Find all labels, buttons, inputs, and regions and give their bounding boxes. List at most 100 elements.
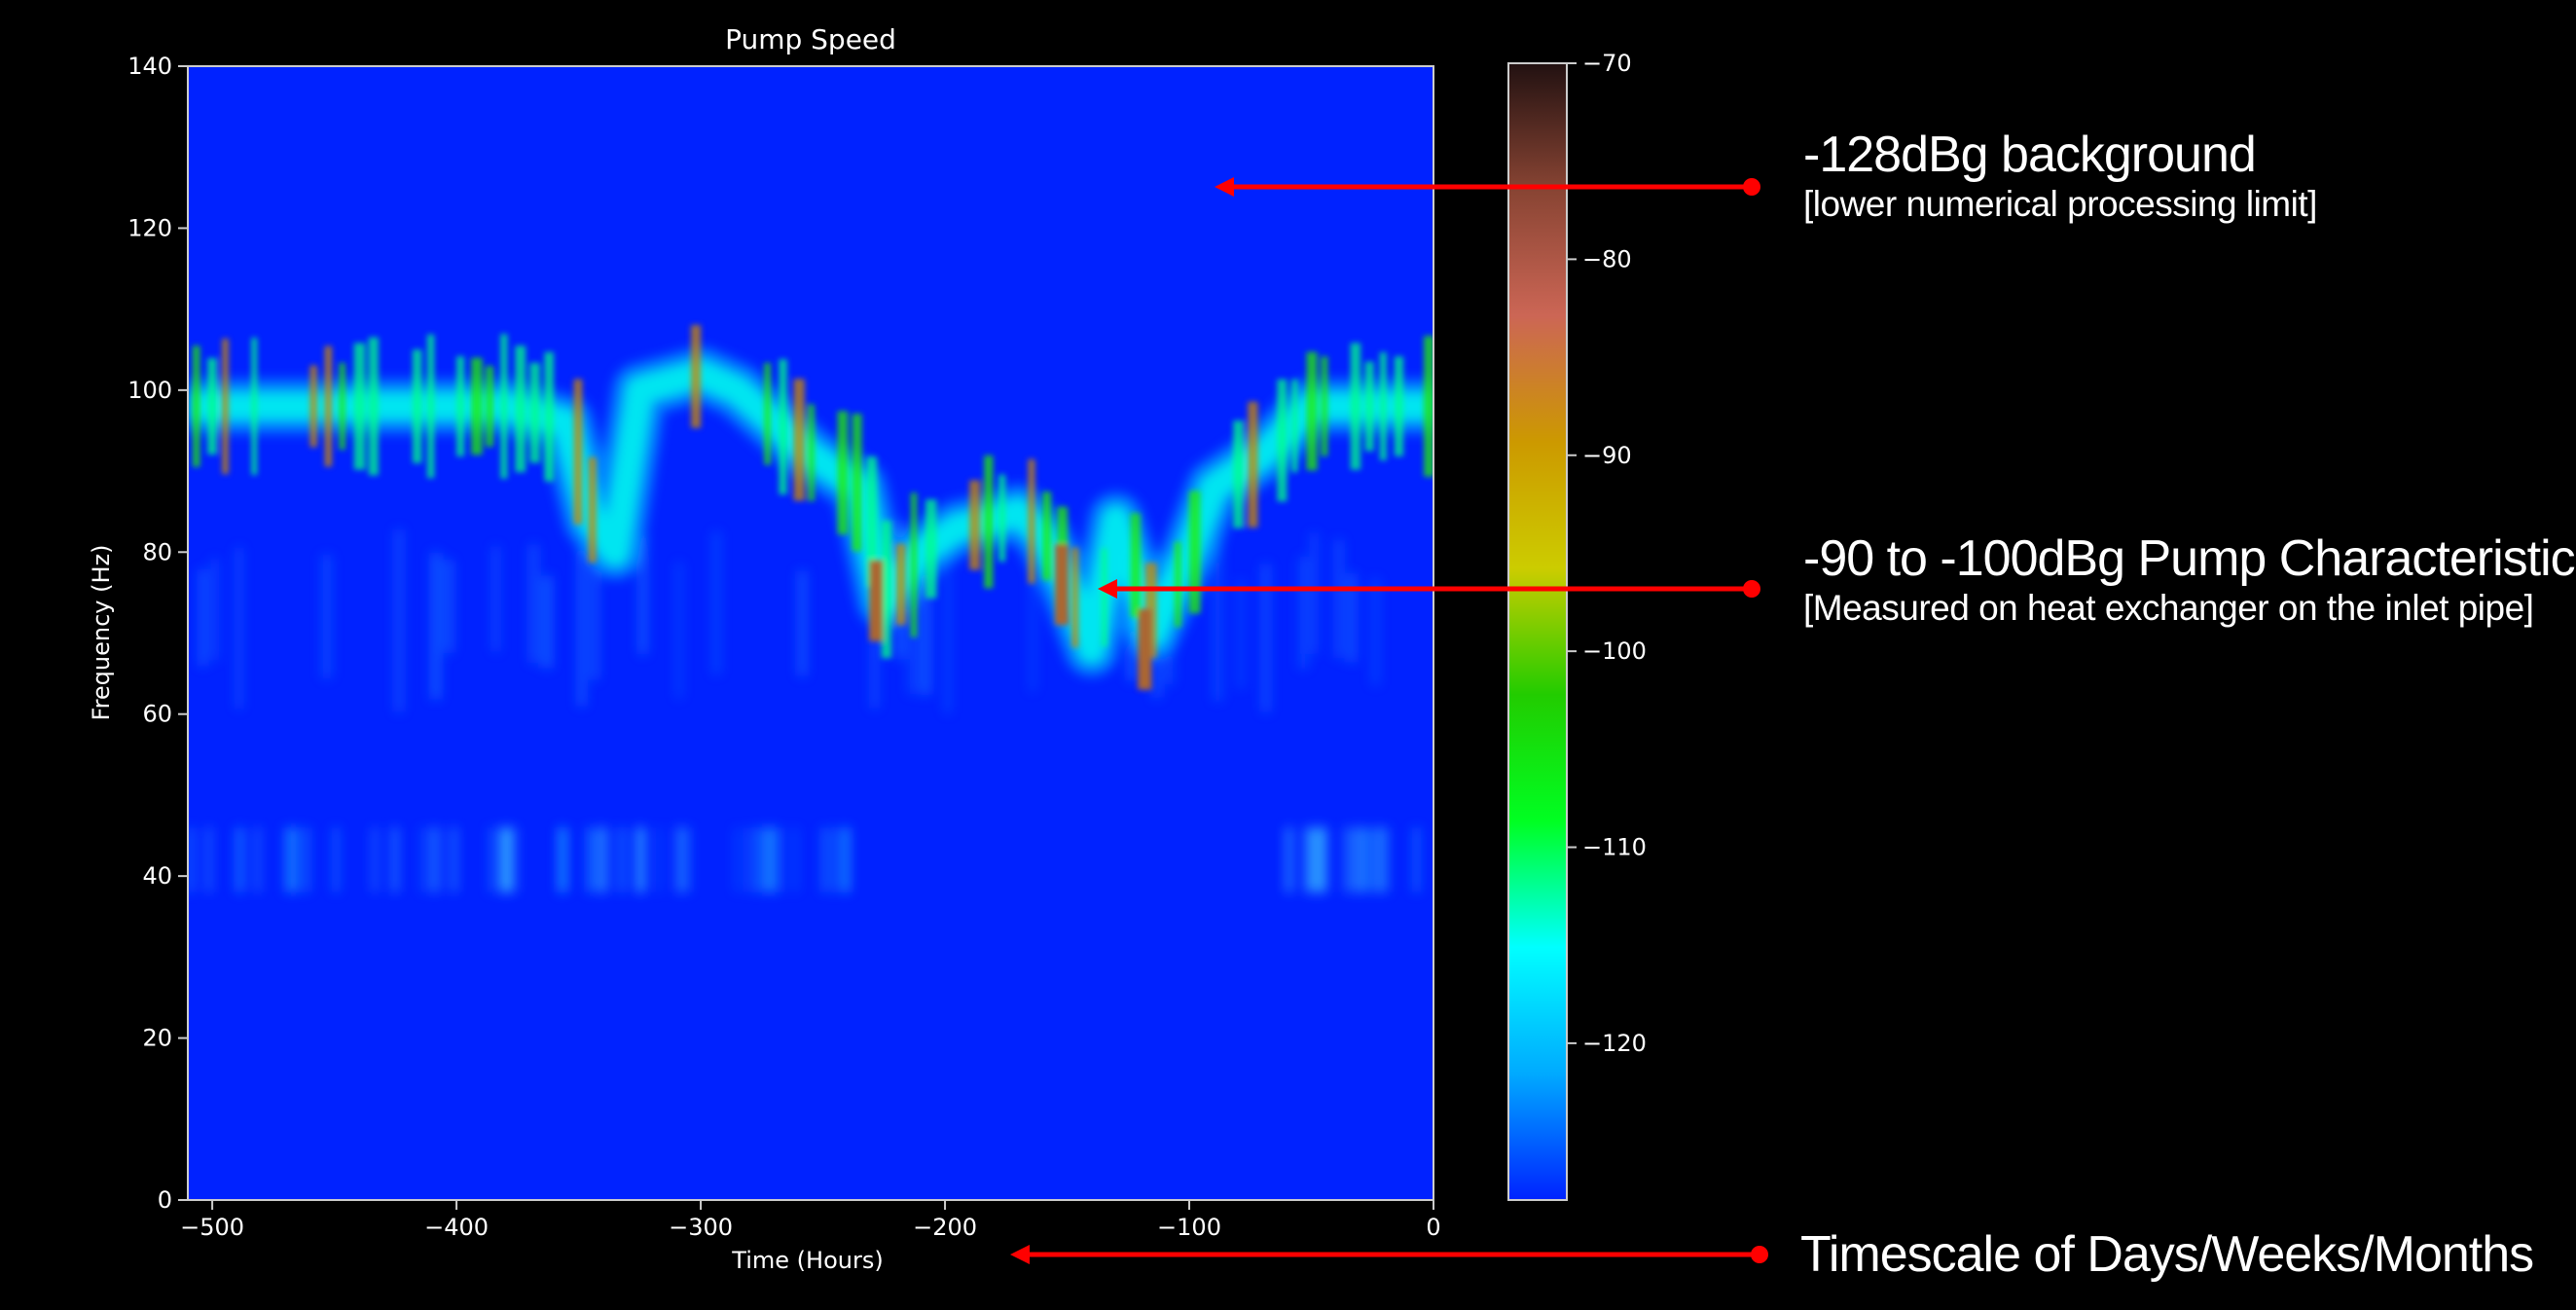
band-streak [686, 827, 689, 892]
track-cell [881, 520, 892, 659]
faint-streak [1238, 580, 1244, 689]
band-streak [656, 827, 660, 892]
band-streak [431, 827, 439, 892]
annotation-background-title: -128dBg background [1803, 127, 2257, 183]
plot-area [188, 66, 1433, 1200]
x-tick-label: −100 [1157, 1214, 1221, 1241]
band-streak [490, 827, 494, 892]
colorbar [1507, 62, 1568, 1201]
band-streak [617, 827, 627, 892]
track-cell [852, 414, 862, 552]
track-cell [779, 359, 787, 495]
faint-streak [212, 559, 218, 661]
track-cell [339, 362, 345, 451]
track-cell [808, 404, 815, 502]
band-streak [1364, 827, 1372, 892]
band-streak [735, 827, 739, 892]
faint-streak [1030, 578, 1035, 692]
y-tick-label: 40 [142, 862, 172, 890]
band-streak [754, 827, 759, 892]
faint-streak [529, 544, 538, 664]
hot-spot [1054, 543, 1069, 626]
y-tick-label: 60 [142, 701, 172, 728]
band-streak [421, 827, 425, 892]
track-cell [251, 337, 258, 476]
x-tick-label: −400 [424, 1214, 489, 1241]
track-cell [910, 492, 918, 637]
band-streak [636, 827, 644, 892]
track-cell [529, 362, 540, 463]
band-streak [1355, 827, 1363, 892]
band-streak [207, 827, 211, 892]
arrow-pump-characteristic [1098, 579, 1760, 599]
y-axis-label: Frequency (Hz) [88, 545, 115, 721]
band-streak [744, 827, 748, 892]
track-cell [324, 346, 333, 467]
band-streak [842, 827, 850, 892]
faint-streak [1262, 564, 1270, 712]
track-cell [1028, 458, 1035, 584]
y-tick-label: 140 [127, 53, 172, 80]
y-tick-label: 20 [142, 1025, 172, 1052]
faint-streak [444, 560, 454, 653]
track-cell [193, 346, 200, 467]
x-tick-label: 0 [1426, 1214, 1440, 1241]
faint-streak [675, 562, 682, 699]
band-streak [256, 827, 260, 892]
x-tick-label: −500 [180, 1214, 244, 1241]
colorbar-tick-label: −110 [1582, 834, 1647, 861]
faint-streak [945, 538, 951, 713]
track-cell [222, 338, 229, 475]
band-streak [305, 827, 308, 892]
annotation-background-note: [lower numerical processing limit] [1803, 184, 2317, 224]
track-cell [500, 334, 508, 479]
colorbar-tick-label: −70 [1582, 50, 1632, 77]
faint-streak [236, 547, 242, 710]
track-cell [486, 365, 494, 448]
annotation-timescale-title: Timescale of Days/Weeks/Months [1800, 1226, 2534, 1283]
colorbar-tick-label: −80 [1582, 245, 1632, 273]
track-cell [309, 365, 317, 448]
track-cell [1130, 513, 1141, 618]
track-cell [925, 499, 937, 599]
y-tick-label: 120 [127, 214, 172, 241]
x-axis: −500 −400 −300 −200 −100 0 [180, 1200, 1441, 1241]
band-streak [675, 827, 685, 892]
track-cell [573, 379, 583, 525]
band-streak [510, 827, 517, 892]
track-cell [984, 455, 994, 589]
x-axis-label: Time (Hours) [731, 1247, 883, 1274]
faint-streak [908, 583, 917, 695]
band-streak [373, 827, 377, 892]
colorbar-tick-label: −90 [1582, 442, 1632, 469]
track-cell [515, 346, 526, 473]
track-cell [895, 543, 906, 626]
band-streak [1306, 827, 1314, 892]
x-tick-label: −300 [669, 1214, 733, 1241]
track-cell [412, 349, 422, 463]
faint-streak [920, 560, 930, 695]
track-cell [544, 351, 555, 482]
faint-streak [1348, 573, 1356, 663]
faint-streak [322, 555, 332, 678]
faint-streak [492, 546, 499, 652]
band-streak [334, 827, 338, 892]
band-streak [1413, 827, 1420, 892]
y-tick-label: 0 [158, 1186, 172, 1214]
track-cell [1101, 548, 1107, 647]
chart-title: Pump Speed [725, 23, 896, 55]
band-streak [500, 827, 510, 892]
track-cell [1321, 356, 1328, 456]
arrow-background [1215, 177, 1760, 197]
track-cell [1233, 420, 1244, 528]
colorbar-tick-label: −100 [1582, 637, 1647, 665]
band-streak [588, 827, 594, 892]
y-tick-label: 100 [127, 377, 172, 404]
faint-streak [712, 531, 720, 674]
track-cell [969, 480, 981, 570]
faint-streak [1298, 557, 1308, 670]
y-tick-label: 80 [142, 538, 172, 565]
track-cell [426, 334, 435, 479]
track-cell [588, 456, 597, 564]
